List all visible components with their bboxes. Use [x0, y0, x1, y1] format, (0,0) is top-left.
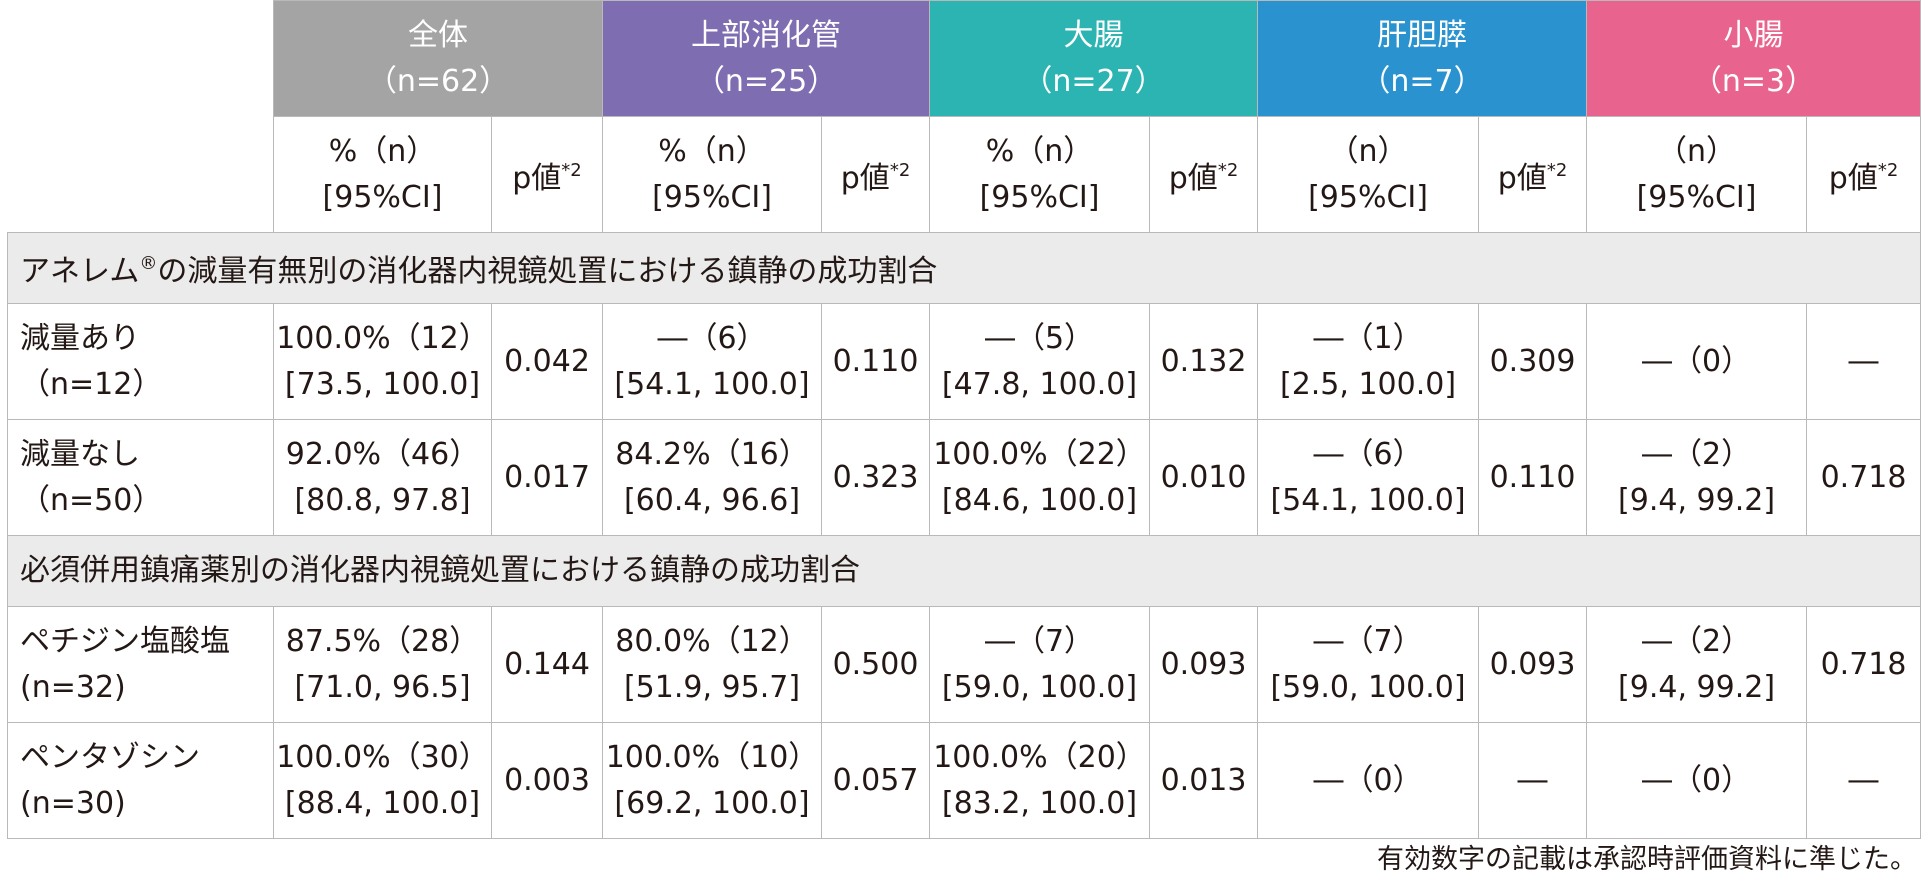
rate-cell: ―（1） [2.5, 100.0]: [1257, 303, 1480, 420]
rate-cell: 100.0%（10） [69.2, 100.0]: [602, 722, 823, 839]
table-row: ペチジン塩酸塩 (n=32) 87.5%（28） [71.0, 96.5] 0.14…: [7, 606, 1921, 723]
subheader-rate: %（n） [95%CI]: [602, 116, 823, 233]
rate-cell: 84.2%（16） [60.4, 96.6]: [602, 419, 823, 536]
rate-cell: 87.5%（28） [71.0, 96.5]: [273, 606, 492, 723]
rate-cell: 100.0%（20） [83.2, 100.0]: [929, 722, 1151, 839]
section-title: 必須併用鎮痛薬別の消化器内視鏡処置における鎮静の成功割合: [6, 535, 1921, 607]
pvalue-cell: 0.013: [1149, 722, 1259, 839]
group-n: （n=7）: [1360, 63, 1484, 99]
group-name: 肝胆膵: [1377, 17, 1468, 53]
rate-cell: ―（5） [47.8, 100.0]: [929, 303, 1151, 420]
pvalue-cell: 0.110: [821, 303, 931, 420]
pvalue-cell: 0.093: [1478, 606, 1588, 723]
pvalue-cell: 0.057: [821, 722, 931, 839]
group-n: （n=62）: [366, 63, 510, 99]
rate-cell: ―（2） [9.4, 99.2]: [1586, 606, 1808, 723]
rate-cell: ―（0）: [1586, 303, 1808, 420]
group-name: 小腸: [1723, 17, 1784, 53]
group-name: 上部消化管: [691, 17, 842, 53]
group-n: （n=3）: [1691, 63, 1816, 99]
group-header-upper-gi: 上部消化管 （n=25）: [602, 0, 931, 117]
table-row: ペンタゾシン (n=30) 100.0%（30） [88.4, 100.0] 0.0…: [7, 722, 1921, 839]
section-title: アネレム®の減量有無別の消化器内視鏡処置における鎮静の成功割合: [6, 232, 1921, 304]
rate-cell: ―（7） [59.0, 100.0]: [929, 606, 1151, 723]
pvalue-cell: ―: [1806, 722, 1921, 839]
subheader-rate: （n） [95%CI]: [1586, 116, 1808, 233]
group-n: （n=27）: [1022, 63, 1165, 99]
subheader-pvalue: p値*2: [1149, 116, 1259, 233]
rate-cell: 92.0%（46） [80.8, 97.8]: [273, 419, 492, 536]
pvalue-cell: 0.010: [1149, 419, 1259, 536]
results-table: 全体 （n=62） 上部消化管 （n=25） 大腸 （n=27） 肝胆膵 （n=…: [6, 0, 1921, 839]
pvalue-cell: ―: [1478, 722, 1588, 839]
subheader-pvalue: p値*2: [1478, 116, 1588, 233]
pvalue-cell: 0.718: [1806, 606, 1921, 723]
pvalue-cell: 0.323: [821, 419, 931, 536]
rate-cell: ―（0）: [1586, 722, 1808, 839]
pvalue-cell: 0.144: [490, 606, 604, 723]
section-header-dose-reduction: アネレム®の減量有無別の消化器内視鏡処置における鎮静の成功割合: [6, 232, 1921, 304]
rate-cell: ―（7） [59.0, 100.0]: [1257, 606, 1480, 723]
pvalue-cell: 0.132: [1149, 303, 1259, 420]
rate-cell: 100.0%（22） [84.6, 100.0]: [929, 419, 1151, 536]
subheader-pvalue: p値*2: [490, 116, 604, 233]
subheader-rate: %（n） [95%CI]: [929, 116, 1151, 233]
table-row: 減量あり （n=12） 100.0%（12） [73.5, 100.0] 0.042…: [7, 303, 1921, 420]
subheader-pvalue: p値*2: [821, 116, 931, 233]
corner-cell: [7, 0, 274, 233]
pvalue-cell: 0.500: [821, 606, 931, 723]
group-header-small-intestine: 小腸 （n=3）: [1586, 0, 1921, 117]
rate-cell: ―（6） [54.1, 100.0]: [602, 303, 823, 420]
subheader-rate: %（n） [95%CI]: [273, 116, 492, 233]
pvalue-cell: 0.042: [490, 303, 604, 420]
pvalue-cell: 0.093: [1149, 606, 1259, 723]
row-label: 減量なし （n=50）: [7, 419, 274, 536]
group-n: （n=25）: [694, 63, 838, 99]
pvalue-cell: 0.003: [490, 722, 604, 839]
pvalue-cell: 0.309: [1478, 303, 1588, 420]
group-header-all: 全体 （n=62）: [272, 0, 604, 117]
rate-cell: ―（2） [9.4, 99.2]: [1586, 419, 1808, 536]
row-label: ペンタゾシン (n=30): [7, 722, 274, 839]
group-name: 全体: [408, 17, 468, 53]
subheader-pvalue: p値*2: [1806, 116, 1921, 233]
group-name: 大腸: [1063, 17, 1124, 53]
group-header-colon: 大腸 （n=27）: [929, 0, 1259, 117]
rate-cell: 100.0%（12） [73.5, 100.0]: [273, 303, 492, 420]
pvalue-cell: ―: [1806, 303, 1921, 420]
rate-cell: ―（6） [54.1, 100.0]: [1257, 419, 1480, 536]
pvalue-cell: 0.017: [490, 419, 604, 536]
row-label: ペチジン塩酸塩 (n=32): [7, 606, 274, 723]
rate-cell: 80.0%（12） [51.9, 95.7]: [602, 606, 823, 723]
pvalue-cell: 0.718: [1806, 419, 1921, 536]
footnote: 有効数字の記載は承認時評価資料に準じた。: [1377, 844, 1917, 875]
rate-cell: ―（0）: [1257, 722, 1480, 839]
subheader-rate: （n） [95%CI]: [1257, 116, 1480, 233]
table-row: 減量なし （n=50） 92.0%（46） [80.8, 97.8] 0.017 8…: [7, 419, 1921, 536]
pvalue-cell: 0.110: [1478, 419, 1588, 536]
rate-cell: 100.0%（30） [88.4, 100.0]: [273, 722, 492, 839]
section-header-analgesic: 必須併用鎮痛薬別の消化器内視鏡処置における鎮静の成功割合: [6, 535, 1921, 607]
group-header-hepatobiliary: 肝胆膵 （n=7）: [1257, 0, 1588, 117]
row-label: 減量あり （n=12）: [7, 303, 274, 420]
